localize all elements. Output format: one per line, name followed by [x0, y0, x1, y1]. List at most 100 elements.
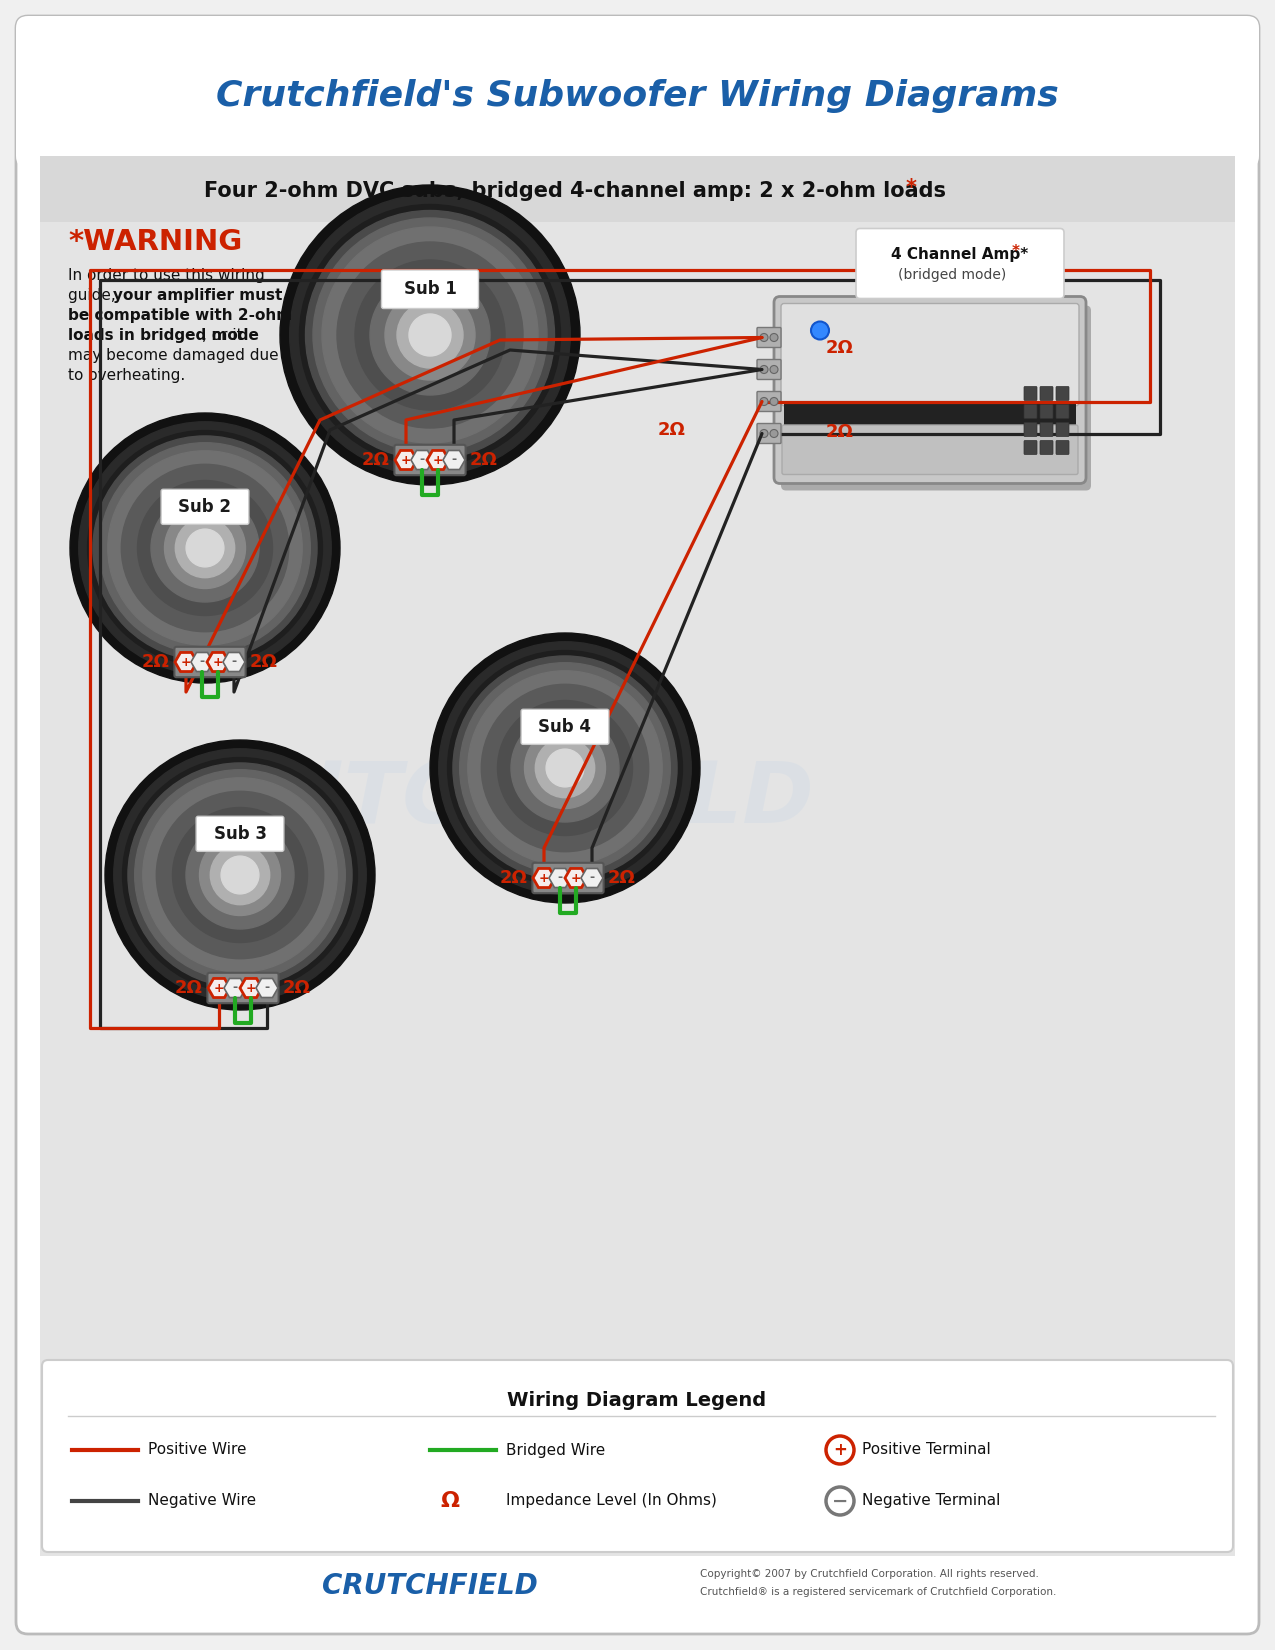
Circle shape: [511, 714, 618, 822]
Circle shape: [108, 450, 302, 645]
FancyBboxPatch shape: [533, 863, 603, 893]
FancyBboxPatch shape: [1024, 422, 1037, 437]
Text: (bridged mode): (bridged mode): [898, 267, 1006, 282]
Polygon shape: [40, 1358, 1235, 1567]
Circle shape: [199, 835, 280, 916]
FancyBboxPatch shape: [757, 391, 782, 411]
Polygon shape: [40, 157, 1235, 1358]
FancyBboxPatch shape: [1040, 441, 1053, 454]
FancyBboxPatch shape: [1040, 404, 1053, 419]
Circle shape: [221, 856, 259, 894]
Text: Sub 4: Sub 4: [538, 718, 592, 736]
Circle shape: [826, 1487, 854, 1515]
Circle shape: [770, 333, 778, 342]
FancyBboxPatch shape: [782, 305, 1091, 490]
Text: -: -: [557, 871, 562, 884]
Text: Sub 3: Sub 3: [213, 825, 266, 843]
Text: 2Ω: 2Ω: [175, 978, 203, 997]
Circle shape: [186, 530, 224, 568]
Text: *WARNING: *WARNING: [68, 228, 242, 256]
Text: to overheating.: to overheating.: [68, 368, 185, 383]
Text: Negative Terminal: Negative Terminal: [862, 1493, 1001, 1508]
Text: 4 Channel Amp*: 4 Channel Amp*: [891, 248, 1029, 262]
Text: +: +: [538, 871, 550, 884]
Circle shape: [536, 738, 594, 797]
Text: Negative Wire: Negative Wire: [148, 1493, 256, 1508]
Text: CRUTCHFIELD: CRUTCHFIELD: [145, 759, 815, 842]
Circle shape: [93, 436, 317, 660]
Circle shape: [157, 792, 324, 959]
Text: CRUTCHFIELD: CRUTCHFIELD: [323, 1572, 538, 1600]
FancyBboxPatch shape: [208, 974, 279, 1003]
FancyBboxPatch shape: [161, 490, 249, 525]
Text: Crutchfield® is a registered servicemark of Crutchfield Corporation.: Crutchfield® is a registered servicemark…: [700, 1587, 1057, 1597]
Text: In order to use this wiring: In order to use this wiring: [68, 267, 265, 284]
Text: your amplifier must: your amplifier must: [112, 289, 282, 304]
Text: guide,: guide,: [68, 289, 121, 304]
FancyBboxPatch shape: [757, 360, 782, 380]
Circle shape: [370, 276, 490, 394]
FancyBboxPatch shape: [1056, 441, 1068, 454]
Text: Ω: Ω: [440, 1492, 459, 1511]
FancyBboxPatch shape: [175, 647, 246, 676]
Text: -: -: [199, 655, 204, 668]
Circle shape: [128, 762, 352, 987]
Circle shape: [760, 366, 768, 373]
Text: 2Ω: 2Ω: [142, 653, 170, 672]
FancyBboxPatch shape: [774, 297, 1086, 483]
Text: +: +: [833, 1440, 847, 1459]
FancyBboxPatch shape: [196, 817, 284, 851]
Circle shape: [280, 185, 580, 485]
FancyBboxPatch shape: [782, 304, 1079, 406]
Text: 2Ω: 2Ω: [500, 870, 528, 888]
Text: +: +: [571, 871, 581, 884]
FancyBboxPatch shape: [42, 1360, 1233, 1553]
Circle shape: [397, 302, 463, 368]
Text: Sub 1: Sub 1: [404, 280, 456, 299]
Circle shape: [135, 769, 346, 980]
Text: Bridged Wire: Bridged Wire: [506, 1442, 606, 1457]
Text: -: -: [232, 982, 237, 995]
Circle shape: [409, 314, 451, 356]
FancyBboxPatch shape: [1024, 441, 1037, 454]
Circle shape: [760, 429, 768, 437]
FancyBboxPatch shape: [757, 327, 782, 348]
Circle shape: [460, 663, 671, 873]
Circle shape: [312, 218, 547, 452]
Text: -: -: [451, 454, 456, 467]
Circle shape: [113, 749, 366, 1002]
Text: 2Ω: 2Ω: [826, 422, 854, 441]
FancyBboxPatch shape: [1040, 386, 1053, 401]
FancyBboxPatch shape: [784, 401, 1076, 427]
Text: +: +: [214, 982, 224, 995]
Text: Crutchfield's Subwoofer Wiring Diagrams: Crutchfield's Subwoofer Wiring Diagrams: [215, 79, 1058, 112]
Circle shape: [826, 1436, 854, 1464]
Text: -: -: [419, 454, 425, 467]
FancyBboxPatch shape: [381, 271, 478, 309]
Circle shape: [481, 685, 649, 851]
Circle shape: [143, 777, 337, 972]
FancyBboxPatch shape: [1056, 386, 1068, 401]
Circle shape: [524, 728, 606, 808]
Text: loads in bridged mode: loads in bridged mode: [68, 328, 259, 343]
Text: Sub 2: Sub 2: [179, 498, 232, 516]
Circle shape: [546, 749, 584, 787]
Text: 2Ω: 2Ω: [658, 421, 686, 439]
Circle shape: [172, 807, 307, 942]
Circle shape: [760, 398, 768, 406]
Circle shape: [289, 195, 570, 475]
Circle shape: [210, 845, 270, 904]
Text: be compatible with 2-ohm: be compatible with 2-ohm: [68, 309, 292, 323]
Text: 2Ω: 2Ω: [250, 653, 278, 672]
Polygon shape: [40, 1556, 1235, 1624]
Circle shape: [770, 398, 778, 406]
FancyBboxPatch shape: [394, 446, 465, 475]
Text: Positive Wire: Positive Wire: [148, 1442, 246, 1457]
Circle shape: [770, 429, 778, 437]
Circle shape: [79, 422, 332, 675]
Text: +: +: [432, 454, 444, 467]
Text: 2Ω: 2Ω: [826, 338, 854, 356]
Text: Impedance Level (In Ohms): Impedance Level (In Ohms): [506, 1493, 717, 1508]
Text: Wiring Diagram Legend: Wiring Diagram Legend: [507, 1391, 766, 1409]
Circle shape: [385, 290, 476, 380]
